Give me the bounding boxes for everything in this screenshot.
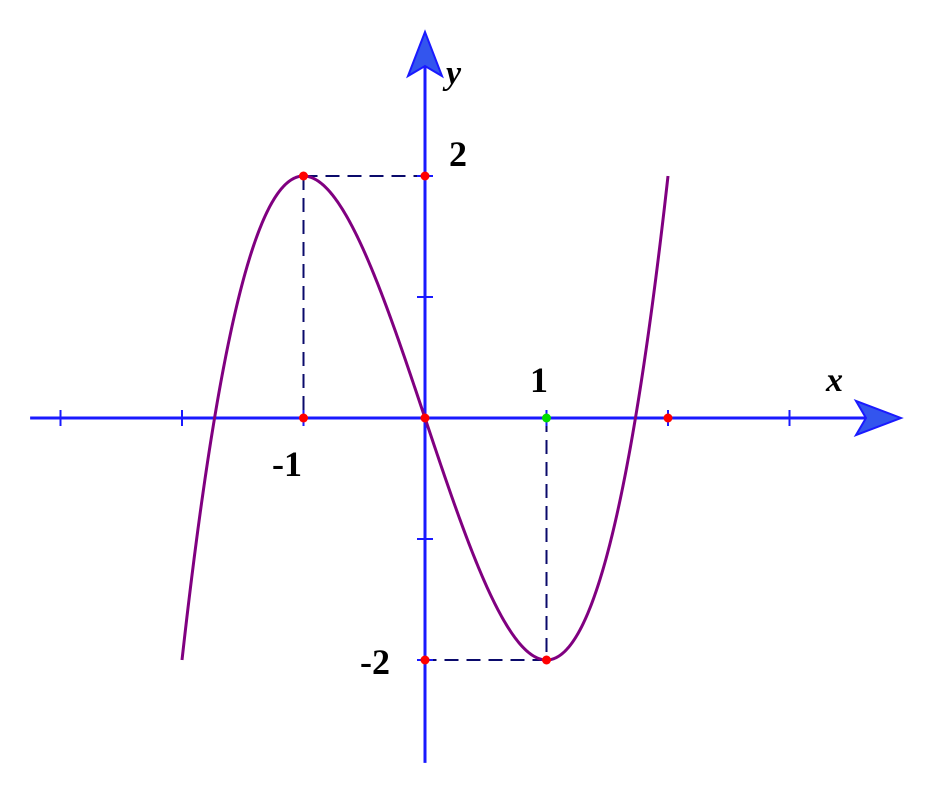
y-tick-label-2: 2 [449, 134, 467, 174]
point-marker [420, 413, 430, 423]
point-marker [299, 413, 308, 423]
point-marker [542, 413, 551, 423]
x-tick-label-1: 1 [530, 360, 548, 400]
dashed-guides [302, 175, 548, 661]
point-marker [663, 413, 673, 423]
point-marker [299, 171, 308, 181]
point-marker [542, 655, 551, 665]
y-tick-label-neg2: -2 [360, 642, 390, 682]
point-marker [420, 171, 430, 181]
x-axis-arrow-icon [853, 399, 904, 437]
y-axis-label: y [442, 55, 462, 92]
marked-points [299, 171, 673, 665]
point-marker [420, 655, 430, 665]
x-tick-label-neg1: -1 [272, 444, 302, 484]
x-axis-label: x [825, 362, 843, 399]
y-axis-arrow-icon [406, 29, 444, 79]
